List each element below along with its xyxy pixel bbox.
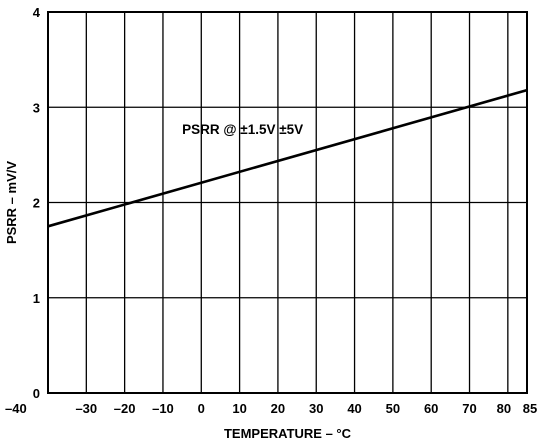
y-tick-label-4: 4 [33, 5, 41, 20]
x-tick-label-12: 80 [497, 401, 511, 416]
psrr-annotation: PSRR @ ±1.5V ±5V [182, 122, 303, 137]
x-tick-label-3: –10 [152, 401, 174, 416]
series-line-0 [47, 88, 528, 228]
grid-lines [48, 12, 527, 393]
x-tick-label-11: 70 [462, 401, 476, 416]
y-tick-labels: 0 1 2 3 4 [33, 5, 41, 401]
x-tick-label-13: 85 [523, 401, 537, 416]
x-tick-label-1: –30 [75, 401, 97, 416]
x-tick-label-5: 10 [232, 401, 246, 416]
y-axis-label: PSRR – mV/V [4, 161, 19, 244]
y-tick-label-0: 0 [33, 386, 40, 401]
x-tick-label-9: 50 [386, 401, 400, 416]
y-tick-label-3: 3 [33, 100, 40, 115]
y-tick-label-1: 1 [33, 291, 40, 306]
y-tick-label-2: 2 [33, 196, 40, 211]
x-tick-label-8: 40 [347, 401, 361, 416]
x-tick-label-2: –20 [114, 401, 136, 416]
x-tick-label-6: 20 [271, 401, 285, 416]
x-tick-label-4: 0 [198, 401, 205, 416]
x-tick-label-0: –40 [5, 401, 27, 416]
x-axis-label: TEMPERATURE – °C [224, 426, 352, 441]
series-group [47, 88, 528, 228]
x-tick-labels: –40 –30 –20 –10 0 10 20 30 40 50 60 70 80 85 [5, 401, 537, 416]
x-tick-label-10: 60 [424, 401, 438, 416]
plot-frame [47, 11, 528, 394]
x-tick-label-7: 30 [309, 401, 323, 416]
